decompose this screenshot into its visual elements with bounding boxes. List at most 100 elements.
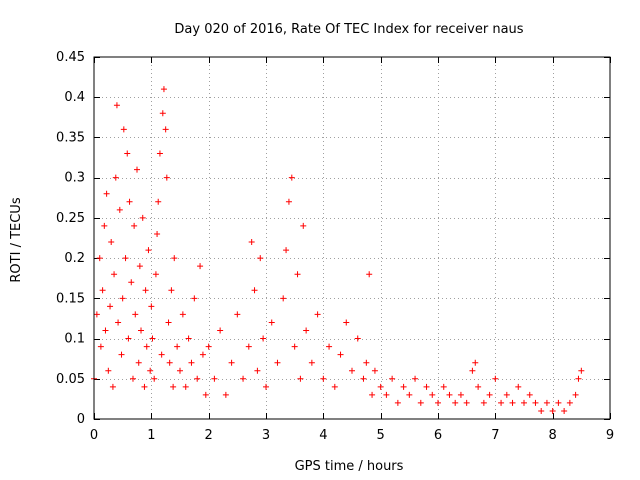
data-point	[202, 391, 209, 398]
data-point	[492, 375, 499, 382]
data-point	[205, 343, 212, 350]
data-point	[126, 198, 133, 205]
data-point	[254, 367, 261, 374]
y-tick-label: 0.25	[56, 211, 85, 226]
data-point	[120, 126, 127, 133]
plot-area-border	[93, 56, 611, 420]
data-point	[118, 351, 125, 358]
data-point	[143, 343, 150, 350]
data-point	[452, 399, 459, 406]
data-point	[543, 399, 550, 406]
data-point	[228, 359, 235, 366]
data-point	[122, 255, 129, 262]
data-point	[97, 343, 104, 350]
data-point	[111, 271, 118, 278]
axis-ticks: 0 1 2 3 4 5 6 7 8 9 0 0.05 0.1 0.15 0.2 0.25 0.3 0.35 0.4 0…	[56, 50, 614, 443]
data-point	[360, 375, 367, 382]
data-point	[174, 343, 181, 350]
data-point	[194, 375, 201, 382]
data-point	[139, 214, 146, 221]
data-point	[297, 375, 304, 382]
data-point	[566, 399, 573, 406]
data-point	[112, 174, 119, 181]
data-point	[486, 391, 493, 398]
data-point	[469, 367, 476, 374]
data-point	[283, 247, 290, 254]
y-tick-label: 0.05	[56, 372, 85, 387]
chart-title: Day 020 of 2016, Rate Of TEC Index for r…	[174, 22, 523, 37]
data-point	[107, 303, 114, 310]
data-point	[138, 327, 145, 334]
data-point	[128, 279, 135, 286]
data-point	[480, 399, 487, 406]
data-point	[268, 319, 275, 326]
data-point	[171, 255, 178, 262]
x-axis-label: GPS time / hours	[295, 459, 404, 474]
data-point	[526, 391, 533, 398]
data-point	[185, 335, 192, 342]
x-tick-label: 4	[319, 428, 327, 443]
data-point	[222, 391, 229, 398]
data-point	[103, 190, 110, 197]
data-point	[197, 263, 204, 270]
data-point	[498, 399, 505, 406]
data-point	[331, 383, 338, 390]
y-tick-label: 0	[77, 412, 85, 427]
data-point	[251, 287, 258, 294]
data-point	[389, 375, 396, 382]
data-point	[343, 319, 350, 326]
data-point	[162, 126, 169, 133]
data-point	[549, 407, 556, 414]
data-point	[160, 86, 167, 93]
data-point	[429, 391, 436, 398]
x-tick-label: 6	[434, 428, 442, 443]
data-point	[406, 391, 413, 398]
data-point	[177, 367, 183, 374]
data-point	[521, 399, 527, 406]
data-point	[303, 327, 310, 334]
data-point	[101, 222, 108, 229]
data-point	[156, 150, 163, 157]
data-point	[166, 359, 173, 366]
data-point	[509, 399, 516, 406]
data-point	[199, 351, 206, 358]
data-point	[400, 383, 407, 390]
data-point	[383, 391, 390, 398]
data-point	[423, 383, 430, 390]
data-point	[125, 335, 132, 342]
y-tick-label: 0.35	[56, 130, 85, 145]
data-point	[136, 263, 143, 270]
data-point	[182, 383, 189, 390]
data-point	[108, 239, 115, 246]
data-point	[119, 295, 126, 302]
data-point	[412, 375, 419, 382]
data-point	[280, 295, 287, 302]
y-tick-label: 0.15	[56, 291, 85, 306]
data-point	[503, 391, 510, 398]
data-point	[572, 391, 579, 398]
data-point	[263, 383, 269, 390]
data-point	[168, 287, 175, 294]
data-point	[363, 359, 370, 366]
data-point	[575, 375, 582, 382]
x-tick-label: 1	[147, 428, 155, 443]
data-point	[538, 407, 545, 414]
data-point	[154, 230, 161, 237]
data-point	[165, 319, 172, 326]
data-point	[234, 311, 241, 318]
y-tick-label: 0.1	[64, 332, 85, 347]
data-point	[155, 198, 162, 205]
data-point	[349, 367, 355, 374]
data-point	[578, 367, 585, 374]
data-point	[446, 391, 453, 398]
x-tick-label: 0	[90, 428, 98, 443]
data-point	[159, 110, 166, 117]
y-tick-label: 0.2	[64, 251, 85, 266]
data-point	[294, 271, 301, 278]
data-point	[170, 383, 177, 390]
data-point	[151, 375, 158, 382]
data-point	[147, 367, 154, 374]
data-point	[260, 335, 267, 342]
data-point	[300, 222, 307, 229]
